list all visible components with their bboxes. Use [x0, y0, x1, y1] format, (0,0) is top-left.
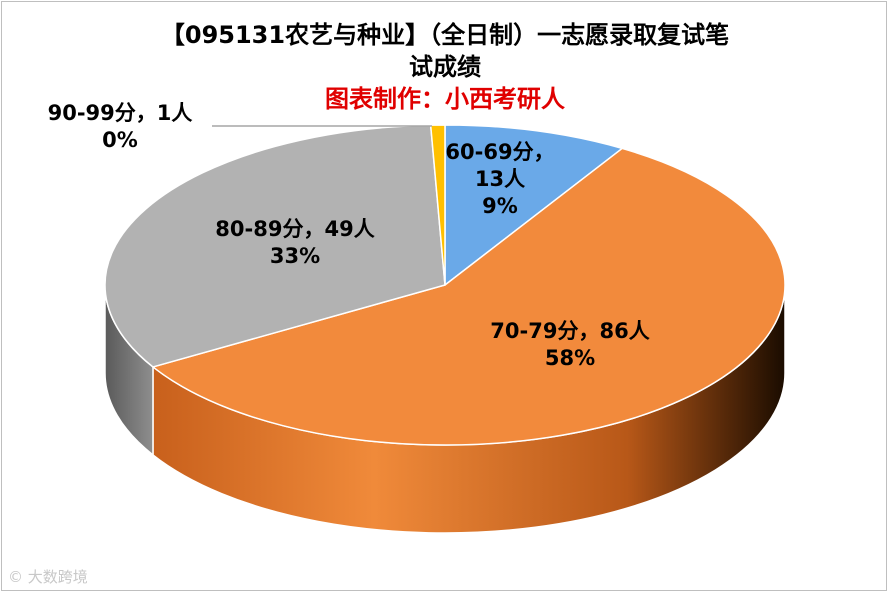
- pie-slice-60-69分: [444, 124, 624, 287]
- slice-range: 80-89分: [215, 217, 304, 241]
- slice-label-80-89: 80-89分，49人 33%: [195, 216, 395, 270]
- slice-range: 60-69分: [445, 140, 534, 164]
- chart-title-line2: 试成绩: [409, 53, 481, 81]
- slice-percent: 58%: [544, 346, 596, 370]
- slice-count: 13人: [474, 167, 526, 191]
- slice-count: 86人: [599, 319, 650, 343]
- slice-count: 49人: [324, 217, 375, 241]
- watermark-logo-icon: ©: [8, 568, 23, 586]
- chart-title-line1: 【095131农艺与种业】（全日制）一志愿录取复试笔: [160, 21, 730, 49]
- slice-percent: 33%: [269, 244, 321, 268]
- watermark: © 大数跨境: [8, 568, 88, 586]
- slice-count: 1人: [156, 101, 193, 125]
- slice-percent: 0%: [102, 128, 138, 152]
- slice-range: 70-79分: [490, 319, 579, 343]
- slice-label-90-99: 90-99分，1人 0%: [20, 100, 220, 154]
- pie-slice-70-79分: [151, 147, 786, 446]
- pie-slice-80-89分: [104, 124, 446, 368]
- chart-credit: 图表制作：小西考研人: [325, 85, 565, 113]
- slice-label-70-79: 70-79分，86人 58%: [470, 318, 670, 372]
- slice-range: 90-99分: [47, 101, 136, 125]
- pie-slice-90-99分: [429, 124, 446, 286]
- slice-percent: 9%: [482, 194, 518, 218]
- slice-label-60-69: 60-69分， 13人 9%: [440, 139, 560, 220]
